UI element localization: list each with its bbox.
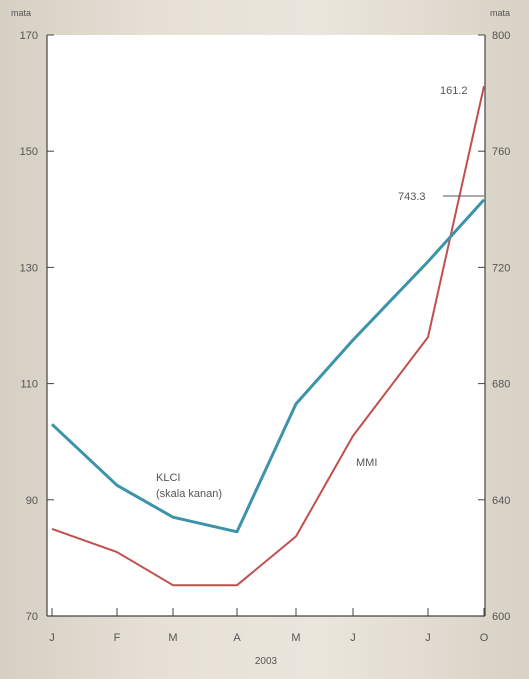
right-tick-label: 760 xyxy=(492,146,510,158)
series-label-mmi: MMI xyxy=(356,457,377,469)
right-tick-label: 720 xyxy=(492,262,510,274)
x-tick-label: F xyxy=(114,632,121,644)
end-value-klci: 743.3 xyxy=(398,191,426,203)
x-tick-label: A xyxy=(233,632,241,644)
annotations: MMI KLCI (skala kanan) 161.2 743.3 xyxy=(156,85,484,500)
series-label-klci: KLCI xyxy=(156,472,180,484)
series-line-klci xyxy=(50,198,486,534)
left-tick-label: 130 xyxy=(20,262,38,274)
right-tick-label: 680 xyxy=(492,379,510,391)
right-axis-unit: mata xyxy=(490,8,510,18)
series-line-mmi xyxy=(51,85,485,587)
right-tick-label: 600 xyxy=(492,611,510,623)
x-tick-label: J xyxy=(350,632,356,644)
plot-area xyxy=(47,35,485,616)
x-axis-title: 2003 xyxy=(255,656,278,667)
end-value-mmi: 161.2 xyxy=(440,85,468,97)
right-tick-label: 800 xyxy=(492,30,510,42)
x-tick-label: O xyxy=(480,632,489,644)
left-tick-label: 70 xyxy=(26,611,38,623)
x-tick-label: J xyxy=(425,632,431,644)
x-tick-label: J xyxy=(49,632,55,644)
x-tick-label: M xyxy=(168,632,177,644)
left-tick-label: 150 xyxy=(20,146,38,158)
right-tick-label: 640 xyxy=(492,495,510,507)
left-tick-label: 110 xyxy=(20,379,38,391)
x-tick-label: M xyxy=(291,632,300,644)
left-axis-unit: mata xyxy=(11,8,31,18)
axes: 70 90 110 130 150 170 600 640 680 720 760 800 mata ma… xyxy=(11,8,510,667)
series-label-klci-note: (skala kanan) xyxy=(156,488,222,500)
left-tick-label: 90 xyxy=(26,495,38,507)
left-tick-label: 170 xyxy=(20,30,38,42)
series-lines xyxy=(50,85,486,587)
